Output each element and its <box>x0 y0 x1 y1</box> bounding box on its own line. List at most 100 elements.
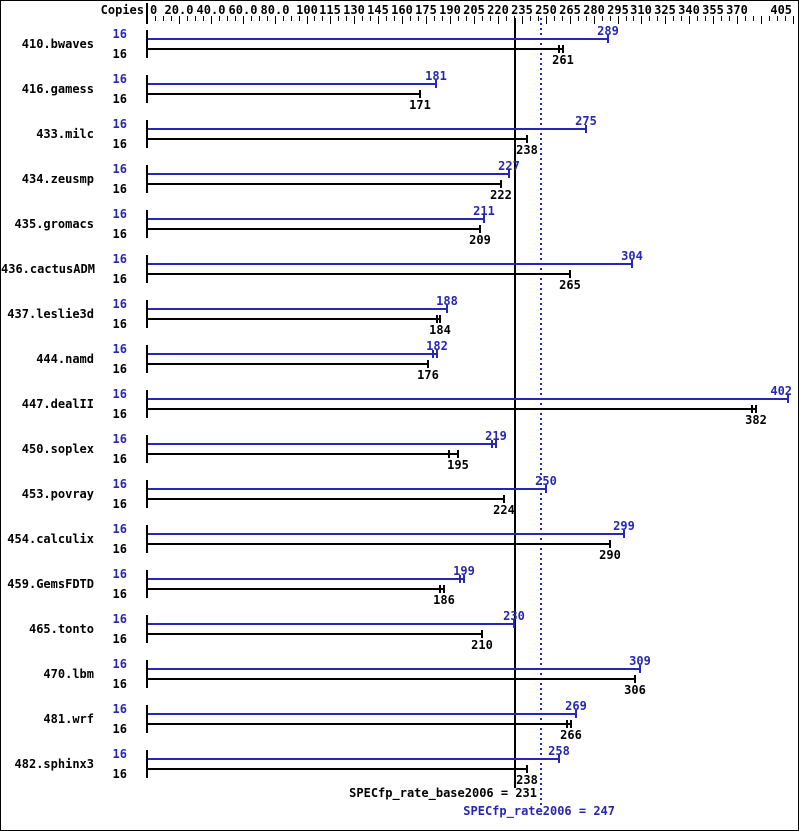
axis-tick <box>626 16 627 21</box>
base-bar-endcap <box>569 270 571 278</box>
base-bar <box>148 318 441 320</box>
peak-bar-endcap <box>639 665 641 673</box>
axis-tick <box>418 16 419 21</box>
row-axis-stub <box>146 120 148 148</box>
peak-value-label: 275 <box>575 114 597 128</box>
axis-tick <box>227 16 228 21</box>
axis-tick <box>243 16 244 24</box>
axis-tick <box>753 16 754 21</box>
axis-tick-label: 205 <box>463 3 485 17</box>
row-axis-stub <box>146 210 148 238</box>
base-bar <box>148 228 481 230</box>
axis-tick <box>530 16 531 21</box>
row-axis-stub <box>146 615 148 643</box>
base-value-label: 171 <box>409 98 431 112</box>
copies-label-peak: 16 <box>112 297 127 311</box>
axis-tick <box>562 16 563 21</box>
peak-bar <box>148 263 633 265</box>
peak-bar <box>148 713 577 715</box>
peak-value-label: 219 <box>485 429 507 443</box>
axis-tick <box>737 16 738 24</box>
copies-label-base: 16 <box>112 47 127 61</box>
axis-tick <box>490 16 491 21</box>
base-bar <box>148 498 505 500</box>
copies-label-peak: 16 <box>112 522 127 536</box>
base-bar <box>148 678 636 680</box>
base-bar-spread-tick <box>558 45 560 53</box>
copies-label-peak: 16 <box>112 162 127 176</box>
benchmark-name-label: 450.soplex <box>21 442 94 456</box>
peak-bar-endcap <box>623 530 625 538</box>
base-rate-reference-line <box>514 18 516 788</box>
base-bar <box>148 723 572 725</box>
row-axis-stub <box>146 480 148 508</box>
peak-value-label: 199 <box>453 564 475 578</box>
peak-bar-endcap <box>483 215 485 223</box>
axis-tick-label: 175 <box>415 3 437 17</box>
peak-bar-endcap <box>436 350 438 358</box>
row-axis-stub <box>146 345 148 373</box>
axis-tick <box>474 16 475 24</box>
axis-tick <box>578 16 579 21</box>
copies-label-peak: 16 <box>112 657 127 671</box>
peak-bar-endcap <box>607 35 609 43</box>
axis-tick <box>330 16 331 24</box>
row-axis-stub <box>146 750 148 778</box>
base-value-label: 209 <box>469 233 491 247</box>
axis-tick <box>179 16 180 24</box>
axis-tick-label: 190 <box>439 3 461 17</box>
peak-value-label: 309 <box>629 654 651 668</box>
copies-label-base: 16 <box>112 182 127 196</box>
row-axis-stub <box>146 390 148 418</box>
axis-tick-label: 0 <box>149 3 158 17</box>
row-axis-stub <box>146 525 148 553</box>
copies-label-peak: 16 <box>112 477 127 491</box>
axis-tick <box>370 16 371 21</box>
axis-tick-label: 405 <box>770 3 793 17</box>
axis-tick <box>155 16 156 21</box>
peak-bar-spread-tick <box>459 575 461 583</box>
copies-label-base: 16 <box>112 542 127 556</box>
benchmark-name-label: 453.povray <box>21 487 94 501</box>
base-bar-spread-tick <box>436 315 438 323</box>
axis-tick <box>362 16 363 21</box>
peak-value-label: 182 <box>426 339 448 353</box>
copies-column-header: Copies <box>100 3 144 17</box>
axis-tick <box>259 16 260 21</box>
axis-tick <box>793 16 794 24</box>
benchmark-name-label: 437.leslie3d <box>7 307 94 321</box>
base-value-label: 195 <box>447 458 469 472</box>
peak-bar-endcap <box>558 755 560 763</box>
base-bar <box>148 543 611 545</box>
axis-tick <box>386 16 387 21</box>
axis-origin-line <box>146 3 148 24</box>
axis-tick <box>187 16 188 21</box>
axis-tick <box>633 16 634 21</box>
peak-value-label: 269 <box>565 699 587 713</box>
base-bar <box>148 273 571 275</box>
peak-bar-endcap <box>585 125 587 133</box>
copies-label-peak: 16 <box>112 252 127 266</box>
row-axis-stub <box>146 435 148 463</box>
base-value-label: 238 <box>516 143 538 157</box>
base-bar <box>148 48 564 50</box>
axis-tick <box>163 16 164 21</box>
peak-bar <box>148 398 789 400</box>
benchmark-name-label: 434.zeusmp <box>21 172 94 186</box>
axis-tick <box>586 16 587 21</box>
base-value-label: 266 <box>560 728 582 742</box>
copies-label-peak: 16 <box>112 387 127 401</box>
peak-bar-spread-tick <box>432 350 434 358</box>
peak-bar <box>148 668 641 670</box>
base-value-label: 265 <box>559 278 581 292</box>
axis-tick <box>267 16 268 21</box>
copies-label-base: 16 <box>112 497 127 511</box>
base-bar-spread-tick <box>448 450 450 458</box>
base-bar-endcap <box>443 585 445 593</box>
peak-bar-endcap <box>575 710 577 718</box>
peak-value-label: 211 <box>473 204 495 218</box>
row-axis-stub <box>146 300 148 328</box>
axis-tick-label: 100 <box>296 3 318 17</box>
base-bar-endcap <box>439 315 441 323</box>
